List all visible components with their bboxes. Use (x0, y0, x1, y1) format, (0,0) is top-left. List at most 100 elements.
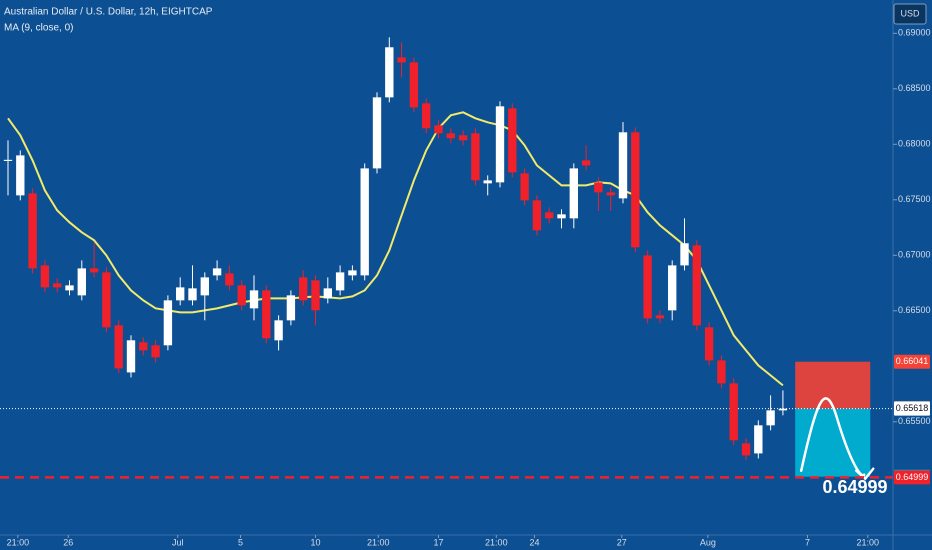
candle-body (434, 125, 443, 134)
y-tick-label: 0.68000 (898, 139, 931, 149)
target-annotation: 0.64999 (822, 477, 887, 497)
candle-body (163, 300, 173, 346)
candle-body (643, 255, 652, 319)
candle-body (692, 245, 701, 326)
candle-body (200, 277, 209, 296)
stop-zone (795, 361, 871, 409)
x-tick-label: 27 (617, 537, 627, 547)
ma-line (7, 111, 784, 387)
candle-body (323, 288, 332, 299)
candle-body (508, 108, 517, 173)
x-tick-label: 21:00 (367, 537, 390, 547)
candle-body (668, 265, 677, 311)
x-tick-label: Aug (700, 537, 716, 547)
candle-body (274, 320, 283, 341)
candle-body (520, 173, 529, 201)
chart-title: Australian Dollar / U.S. Dollar, 12h, EI… (4, 7, 213, 18)
candle-body (40, 265, 50, 288)
candle-body (28, 193, 37, 269)
y-tick-label: 0.68500 (898, 83, 931, 93)
candle-body (16, 155, 25, 196)
price-badge-label: 0.64999 (896, 472, 929, 482)
currency-label[interactable]: USD (900, 8, 920, 18)
candle-body (532, 200, 542, 231)
x-tick-label: 7 (805, 537, 810, 547)
candle-body (77, 268, 86, 296)
price-badge (894, 470, 930, 485)
candle-body (286, 295, 296, 321)
candle-body (176, 287, 185, 301)
indicator-legend: MA (9, close, 0) (4, 23, 73, 34)
plot-area (0, 37, 893, 481)
projection-curve (799, 397, 866, 477)
price-badge-label: 0.65618 (896, 403, 929, 413)
candle-body (139, 342, 148, 351)
candle-body (89, 268, 99, 273)
x-tick-label: 17 (433, 537, 443, 547)
candle-body (151, 345, 160, 358)
candle-body (114, 325, 123, 369)
candle-body (3, 159, 13, 161)
target-zone (795, 408, 871, 477)
candle-body (483, 180, 492, 184)
y-tick-label: 0.65500 (898, 416, 931, 426)
candle-body (102, 272, 111, 328)
candle-body (299, 277, 308, 301)
candle-body (655, 315, 665, 319)
candle-body (126, 340, 136, 373)
candle-body (458, 135, 468, 141)
price-badge (894, 354, 930, 369)
candle-body (249, 290, 259, 309)
candle-body (741, 443, 751, 456)
y-tick-label: 0.67500 (898, 194, 931, 204)
candle-body (397, 57, 406, 63)
candle-body (422, 103, 431, 129)
candle-body (372, 97, 382, 169)
candle-body (385, 47, 394, 98)
y-tick-label: 0.69000 (898, 28, 931, 38)
candle-body (188, 288, 197, 301)
candle-body (212, 268, 222, 276)
candle-body (778, 408, 788, 411)
candle-body (680, 243, 689, 266)
candle-body (581, 160, 591, 166)
candle-body (471, 133, 480, 181)
candle-body (311, 280, 320, 311)
x-tick-label: 24 (529, 537, 539, 547)
candle-body (237, 285, 246, 306)
candle-body (717, 360, 726, 384)
candle-body (754, 425, 763, 454)
candle-body (65, 285, 74, 291)
currency-button[interactable] (893, 3, 927, 25)
candle-body (631, 132, 640, 248)
price-badge-label: 0.66041 (896, 356, 929, 366)
candle-body (766, 410, 775, 426)
candle-body (569, 168, 578, 219)
candle-body (360, 168, 369, 276)
x-tick-label: 21:00 (485, 537, 508, 547)
x-tick-label: Jul (172, 537, 184, 547)
candle-body (704, 327, 714, 361)
price-badge (894, 401, 930, 416)
x-tick-label: 26 (63, 537, 73, 547)
candle-body (225, 273, 234, 286)
x-tick-label: 10 (310, 537, 320, 547)
x-tick-label: 21:00 (857, 537, 880, 547)
candle-body (545, 212, 554, 219)
candle-body (446, 133, 455, 139)
candle-body (348, 270, 357, 276)
candle-body (618, 132, 628, 199)
y-tick-label: 0.67000 (898, 250, 931, 260)
candle-body (409, 62, 419, 108)
candle-body (262, 290, 271, 339)
x-tick-label: 5 (238, 537, 243, 547)
y-tick-label: 0.66500 (898, 305, 931, 315)
candle-body (495, 106, 505, 183)
projection-arrow (854, 467, 875, 481)
candle-body (335, 272, 345, 291)
candle-body (557, 214, 566, 219)
candle-body (53, 283, 62, 288)
x-tick-label: 21:00 (7, 537, 30, 547)
